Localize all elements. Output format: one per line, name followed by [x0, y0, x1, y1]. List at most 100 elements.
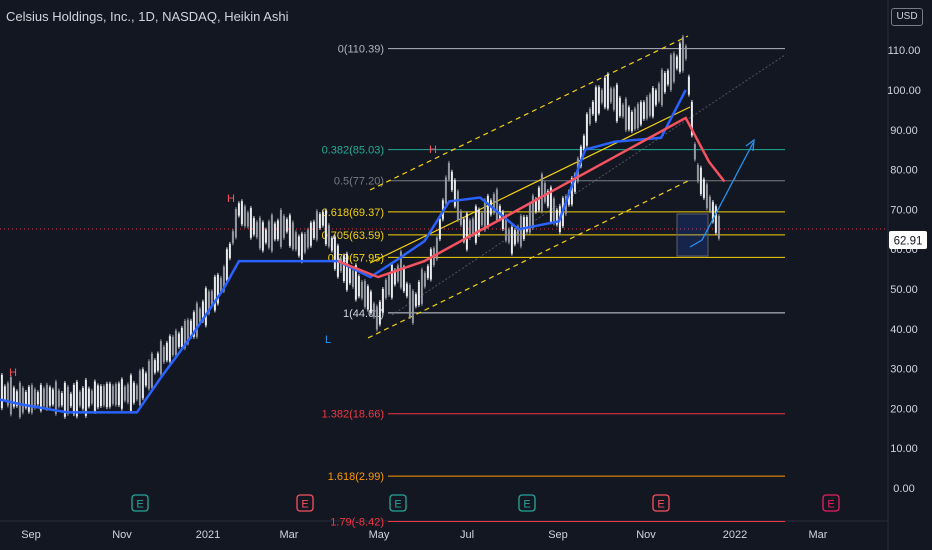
- fib-level-label: 0.5(77.20): [334, 176, 384, 188]
- candle-body: [393, 269, 396, 285]
- candle-body: [663, 72, 666, 93]
- candle-body: [699, 167, 702, 195]
- time-axis[interactable]: Sep Nov 2021 Mar May Jul Sep Nov 2022 Mar: [21, 529, 828, 541]
- parallel-channel[interactable]: [367, 35, 786, 339]
- fib-level-label: 0(110.39): [338, 44, 384, 56]
- last-price-tag: 62.91: [889, 231, 927, 249]
- candle-body: [324, 210, 327, 245]
- candle-body: [111, 385, 114, 404]
- candle-body: [237, 203, 240, 216]
- candle-body: [582, 135, 585, 151]
- candle-body: [342, 255, 345, 281]
- candle-body: [495, 189, 498, 221]
- candle-body: [156, 353, 159, 371]
- pattern-label: H: [9, 367, 17, 379]
- candle-body: [621, 104, 624, 117]
- price-axis[interactable]: 110.00100.0090.0080.0070.0060.0050.0040.…: [887, 45, 921, 495]
- candle-body: [609, 88, 612, 103]
- earnings-badge: [131, 494, 149, 512]
- candle-body: [345, 253, 348, 290]
- price-tick-label: 110.00: [888, 45, 921, 57]
- candle-body: [651, 88, 654, 117]
- candle-body: [420, 269, 423, 304]
- candle-body: [39, 384, 42, 411]
- candle-body: [375, 306, 378, 330]
- candle-body: [504, 215, 507, 241]
- candle-body: [453, 180, 456, 207]
- candle-body: [300, 233, 303, 262]
- earnings-marker[interactable]: E: [131, 494, 149, 512]
- candle-body: [123, 386, 126, 401]
- candle-body: [297, 236, 300, 256]
- candle-body: [477, 209, 480, 236]
- pattern-label: H: [227, 193, 235, 205]
- candle-body: [99, 386, 102, 406]
- fib-trend-line: [391, 54, 786, 316]
- candle-body: [243, 206, 246, 226]
- earnings-marker[interactable]: E: [822, 494, 840, 512]
- time-tick-label: 2021: [196, 529, 220, 541]
- candle-body: [126, 384, 129, 403]
- fib-level-label: 0.79(57.95): [328, 252, 384, 264]
- candle-body: [105, 383, 108, 408]
- candle-body: [162, 346, 165, 363]
- candle-body: [63, 382, 66, 417]
- candle-body: [339, 258, 342, 271]
- candle-body: [423, 272, 426, 287]
- projection-line-start: [689, 239, 703, 248]
- price-tick-label: 70.00: [890, 204, 918, 216]
- candle-body: [294, 232, 297, 250]
- price-tick-label: 80.00: [890, 165, 918, 177]
- candle-body: [252, 218, 255, 235]
- candle-body: [24, 391, 27, 408]
- earnings-letter: E: [523, 499, 530, 511]
- target-zone-box[interactable]: [676, 213, 709, 257]
- candle-body: [519, 215, 522, 247]
- candle-body: [552, 198, 555, 224]
- earnings-letter: E: [136, 499, 143, 511]
- currency-button[interactable]: USD: [891, 8, 923, 26]
- earnings-marker[interactable]: E: [389, 494, 407, 512]
- candle-body: [81, 388, 84, 409]
- candle-body: [417, 281, 420, 305]
- candle-body: [687, 76, 690, 95]
- candle-body: [0, 374, 3, 409]
- candle-body: [531, 195, 534, 228]
- candle-body: [591, 101, 594, 114]
- candle-body: [312, 221, 315, 239]
- time-tick-label: Nov: [636, 529, 656, 541]
- earnings-badge: [296, 494, 314, 512]
- projection-line-up[interactable]: [701, 142, 754, 241]
- pattern-label: H: [429, 144, 437, 156]
- price-tick-label: 100.00: [887, 85, 921, 97]
- candle-body: [696, 164, 699, 182]
- earnings-marker[interactable]: E: [652, 494, 670, 512]
- fibonacci-retracement[interactable]: 0(110.39) 0.382(85.03) 0.5(77.20) 0.618(69.…: [322, 44, 785, 529]
- candle-body: [213, 276, 216, 311]
- candle-body: [288, 215, 291, 246]
- candle-body: [42, 388, 45, 407]
- earnings-letter: E: [394, 499, 401, 511]
- candle-body: [291, 222, 294, 250]
- time-tick-label: Sep: [548, 529, 568, 541]
- price-tick-label: 0.00: [893, 483, 914, 495]
- candle-body: [132, 382, 135, 403]
- candle-body: [168, 336, 171, 362]
- candle-body: [570, 178, 573, 205]
- candle-body: [414, 294, 417, 307]
- candle-body: [474, 206, 477, 243]
- candle-body: [264, 229, 267, 243]
- earnings-marker[interactable]: E: [296, 494, 314, 512]
- earnings-marker[interactable]: E: [518, 494, 536, 512]
- fib-level-label: 0.618(69.37): [322, 207, 384, 219]
- candle-body: [54, 381, 57, 414]
- candle-body: [33, 389, 36, 408]
- candle-body: [51, 389, 54, 405]
- candle-body: [444, 177, 447, 204]
- candle-body: [27, 386, 30, 412]
- candle-body: [672, 53, 675, 82]
- candle-body: [135, 385, 138, 400]
